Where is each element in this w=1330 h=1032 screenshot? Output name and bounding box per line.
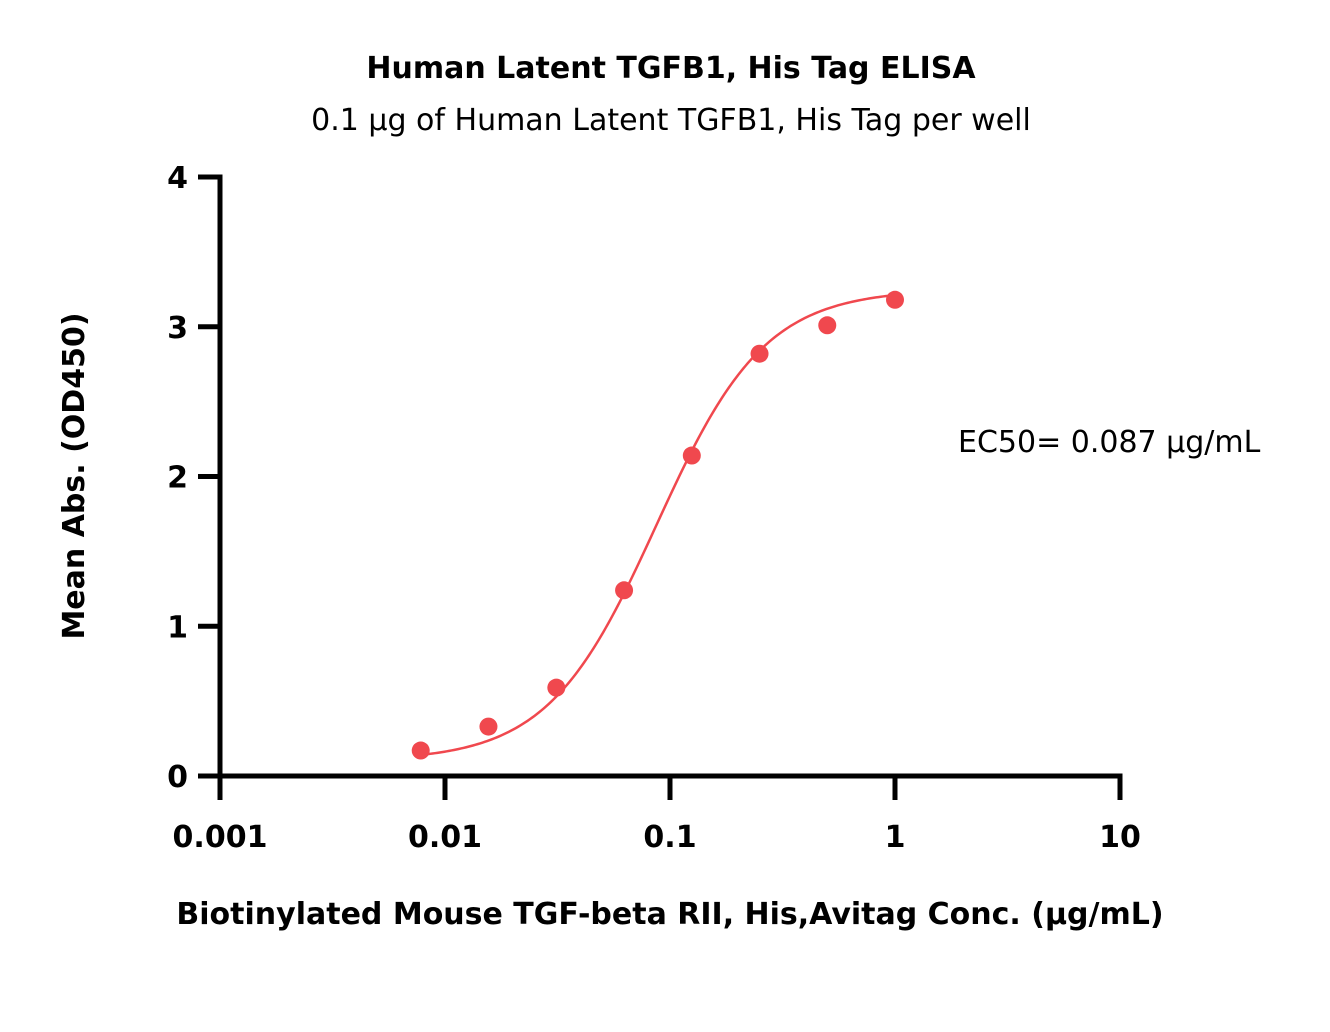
y-tick-label: 3 [167,311,188,346]
x-tick-label: 1 [885,820,906,855]
data-points [411,290,904,760]
ec50-annotation: EC50= 0.087 μg/mL [958,425,1261,460]
y-axis-ticks: 0 1 2 3 4 [167,161,220,795]
data-point [682,446,701,465]
data-point [411,741,430,760]
y-tick-label: 0 [167,760,188,795]
chart-subtitle: 0.1 μg of Human Latent TGFB1, His Tag pe… [311,103,1031,138]
x-tick-label: 0.001 [173,820,268,855]
data-point [479,717,498,736]
fit-curve [420,293,896,757]
data-point [886,290,904,309]
y-tick-label: 2 [167,461,188,496]
y-tick-label: 1 [167,610,188,645]
x-axis-label: Biotinylated Mouse TGF-beta RII, His,Avi… [176,897,1163,932]
x-axis-ticks: 0.001 0.01 0.1 1 10 [173,776,1141,855]
axes [217,174,1123,779]
data-point [547,678,566,697]
x-tick-label: 10 [1099,820,1141,855]
data-point [818,316,837,335]
x-tick-label: 0.1 [643,820,696,855]
y-tick-label: 4 [167,161,188,196]
y-axis-label: Mean Abs. (OD450) [57,312,92,639]
x-tick-label: 0.01 [408,820,482,855]
chart-title: Human Latent TGFB1, His Tag ELISA [366,51,976,86]
data-point [615,581,634,600]
data-point [750,344,769,363]
